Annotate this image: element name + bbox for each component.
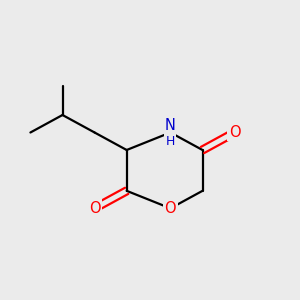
Text: O: O — [165, 201, 176, 216]
Text: H: H — [166, 135, 175, 148]
Text: O: O — [229, 125, 240, 140]
Text: N: N — [165, 118, 176, 133]
Text: O: O — [89, 201, 100, 216]
